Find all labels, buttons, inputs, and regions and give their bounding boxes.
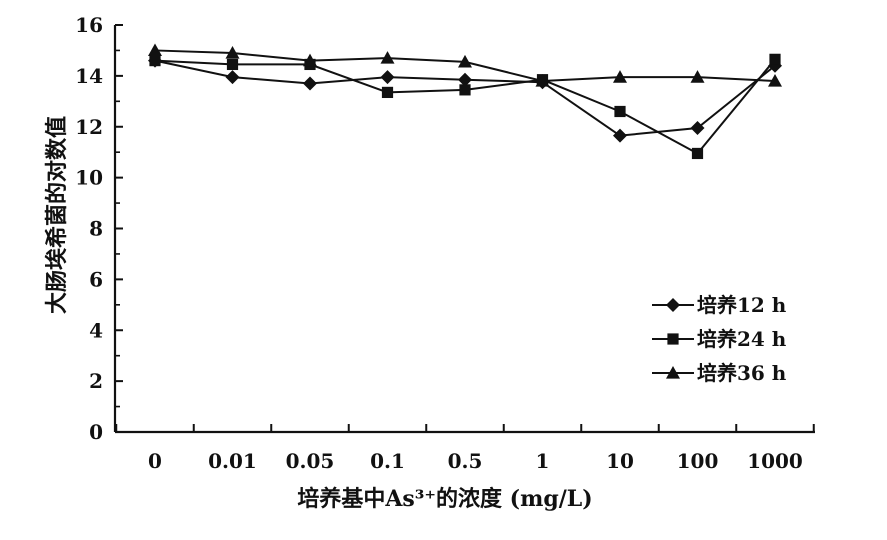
- y-tick-label: 12: [75, 115, 103, 139]
- diamond-marker: [666, 298, 680, 312]
- x-tick-label: 0.1: [370, 449, 405, 473]
- triangle-point: [225, 45, 240, 59]
- legend-label: 培养24 h: [697, 327, 787, 351]
- series-3: [148, 43, 782, 87]
- y-tick-label: 14: [75, 64, 103, 88]
- axes: [113, 24, 815, 434]
- y-axis-title: 大肠埃希菌的对数值: [44, 116, 70, 314]
- square-point: [226, 58, 239, 71]
- triangle-point: [690, 70, 705, 83]
- x-tick-label: 0.5: [448, 449, 483, 473]
- y-tick-label: 4: [89, 318, 103, 342]
- square-point: [381, 86, 394, 99]
- diamond-point: [458, 72, 472, 87]
- triangle-point: [535, 73, 550, 87]
- legend-item: 培养12 h: [652, 293, 787, 317]
- series-line: [154, 59, 776, 137]
- x-tick-label: 10: [606, 449, 634, 473]
- tick-labels: 0 2 4 6 8 10 12 14 16 0 0.01 0.05 0.1 0.5 1 10 100 1000: [75, 13, 803, 473]
- square-marker: [667, 333, 679, 345]
- y-tick-label: 2: [89, 369, 103, 393]
- x-axis-title: 培养基中As³⁺的浓度 (mg/L): [297, 486, 592, 512]
- series-2: [149, 53, 781, 160]
- legend: 培养12 h 培养24 h 培养36 h: [652, 293, 787, 385]
- x-tick-label: 0: [148, 449, 162, 473]
- x-tick-label: 100: [677, 449, 719, 473]
- triangle-point: [613, 70, 627, 83]
- y-tick-label: 8: [89, 217, 103, 241]
- diamond-point: [613, 128, 627, 143]
- diamond-point: [225, 70, 240, 85]
- diamond-point: [303, 76, 317, 91]
- x-tick-label: 0.01: [208, 449, 257, 473]
- legend-label: 培养12 h: [697, 293, 787, 317]
- legend-label: 培养36 h: [697, 361, 787, 385]
- x-tick-label: 1000: [747, 449, 803, 473]
- x-tick-label: 0.05: [286, 449, 335, 473]
- diamond-point: [690, 121, 705, 136]
- square-point: [769, 53, 781, 65]
- square-point: [459, 84, 471, 96]
- triangle-point: [768, 73, 782, 87]
- legend-item: 培养36 h: [652, 361, 787, 385]
- y-tick-label: 10: [75, 166, 103, 190]
- triangle-point: [148, 43, 162, 57]
- triangle-point: [458, 54, 472, 68]
- y-tick-label: 0: [89, 420, 103, 444]
- y-tick-label: 6: [89, 267, 103, 291]
- triangle-marker: [666, 366, 680, 379]
- square-point: [614, 105, 626, 118]
- legend-item: 培养24 h: [652, 327, 787, 351]
- x-tick-label: 1: [536, 449, 550, 473]
- diamond-point: [380, 70, 395, 85]
- square-point: [149, 55, 161, 67]
- triangle-point: [303, 53, 317, 67]
- triangle-point: [380, 51, 395, 64]
- y-tick-label: 16: [75, 13, 103, 37]
- series-group: [148, 43, 782, 160]
- square-point: [691, 147, 704, 160]
